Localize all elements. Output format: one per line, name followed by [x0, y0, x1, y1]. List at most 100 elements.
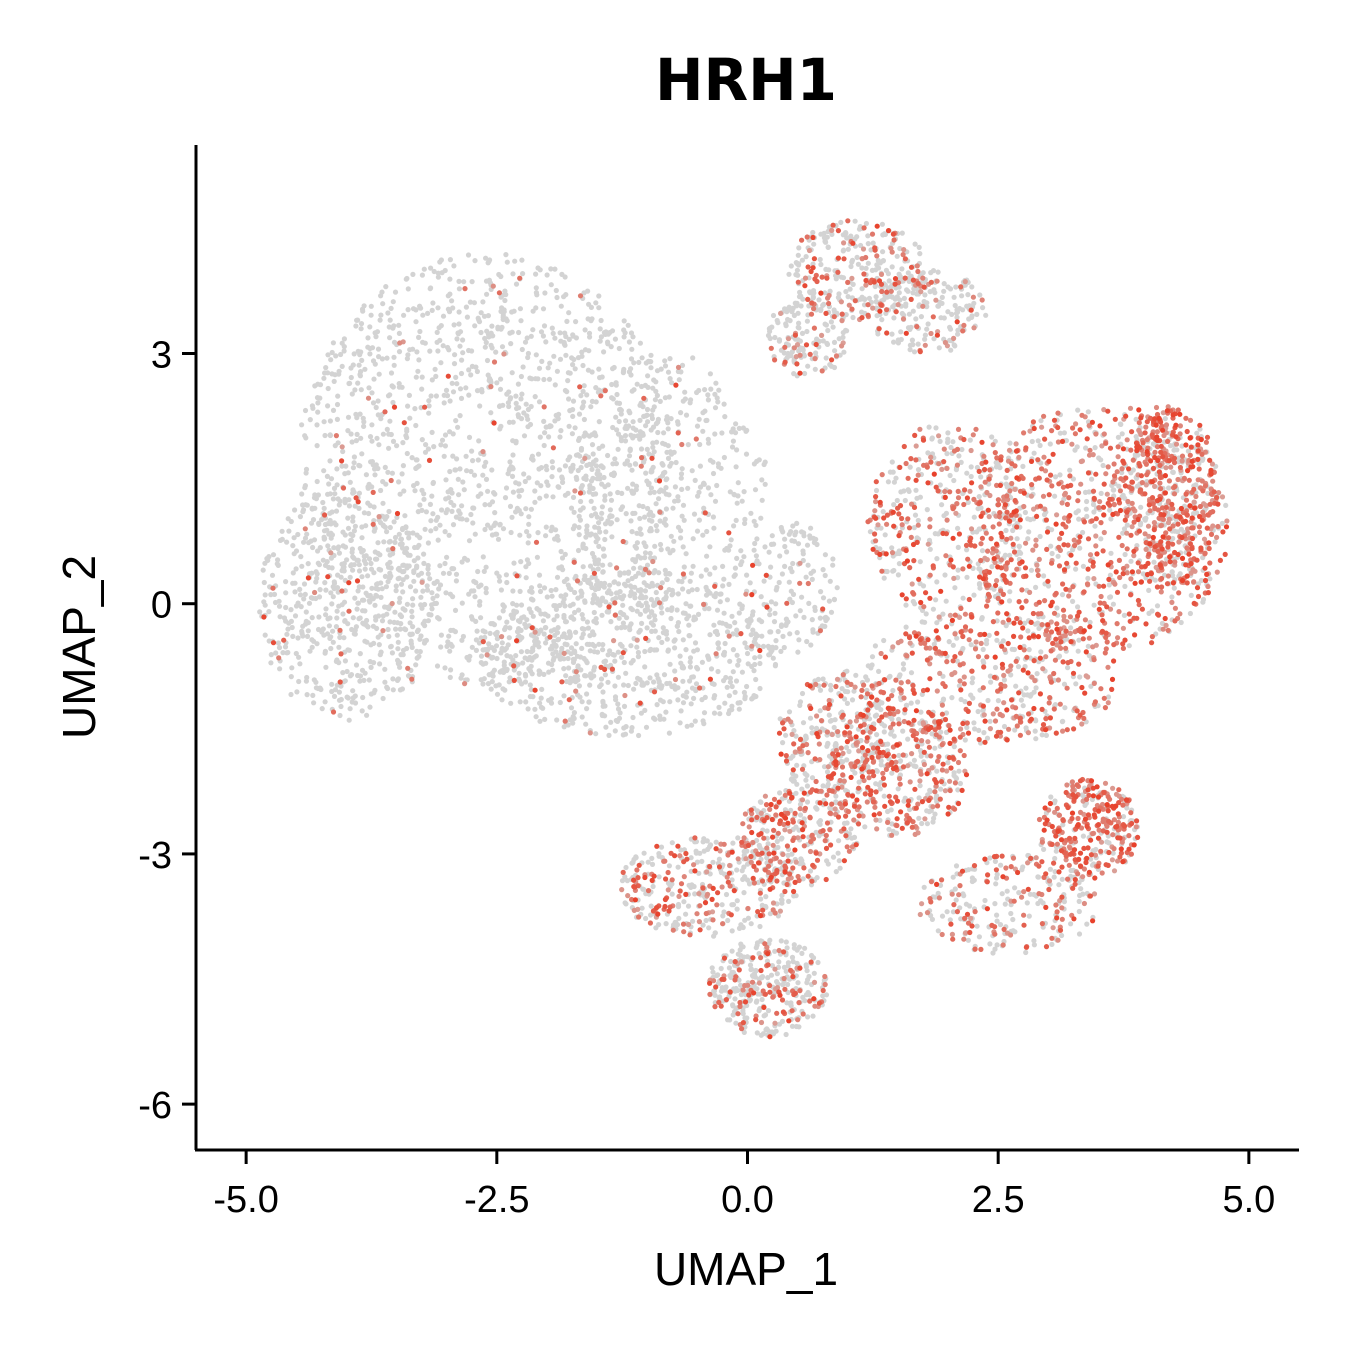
cell-point [600, 689, 606, 695]
cell-point [601, 474, 607, 481]
cell-point [386, 445, 392, 451]
cell-point [1080, 563, 1086, 569]
cell-point [774, 584, 780, 591]
cell-point [573, 319, 579, 325]
cell-point [617, 710, 623, 716]
cell-point [896, 290, 902, 296]
cell-point [697, 463, 704, 469]
cell-point [772, 661, 779, 668]
cell-point [826, 267, 832, 273]
cell-point [429, 429, 435, 435]
cell-point [438, 632, 444, 638]
cell-point [1092, 523, 1098, 529]
cell-point [970, 675, 976, 681]
cell-point [1059, 932, 1065, 939]
cell-point [1196, 460, 1202, 467]
cell-point [542, 716, 548, 723]
cell-point [441, 400, 447, 406]
cell-point [950, 874, 956, 880]
cell-point [488, 525, 494, 531]
cell-point [324, 631, 331, 637]
cell-point [553, 587, 559, 593]
cell-point [1047, 441, 1053, 447]
cell-point [712, 431, 718, 437]
cell-point [451, 322, 457, 328]
cell-point [583, 534, 589, 540]
cell-point [554, 294, 560, 301]
cell-point [941, 288, 947, 294]
cell-point [953, 310, 960, 316]
cell-point [540, 306, 547, 312]
cell-point [519, 391, 525, 397]
cell-point [312, 383, 318, 389]
cell-point [375, 398, 381, 404]
cell-point [610, 396, 616, 402]
cell-point [359, 451, 365, 457]
cell-point [1170, 572, 1176, 579]
cell-point [964, 547, 970, 553]
cell-point [865, 241, 871, 247]
cell-point [889, 821, 895, 827]
cell-point [390, 687, 396, 693]
cell-point [1117, 421, 1123, 427]
cell-point [551, 603, 557, 609]
cell-point [293, 603, 300, 609]
cell-point [915, 517, 921, 524]
cell-point [426, 410, 432, 416]
cell-point [566, 336, 572, 342]
cell-point [610, 424, 616, 431]
cell-point [522, 679, 529, 685]
cell-point [543, 493, 549, 499]
cell-point [908, 324, 914, 330]
cell-point [848, 263, 854, 270]
cell-point [705, 485, 712, 491]
cell-point [1194, 510, 1200, 516]
cell-point [640, 682, 647, 688]
cell-point [653, 501, 659, 507]
cell-point [693, 681, 700, 687]
cell-point [976, 526, 982, 532]
cell-point [897, 672, 903, 678]
cell-point [622, 438, 629, 444]
cell-point [605, 652, 611, 658]
cell-point [521, 410, 527, 416]
cell-point [323, 612, 329, 618]
cell-point [1149, 608, 1155, 614]
cell-point [396, 531, 402, 537]
cell-point [828, 609, 835, 615]
cell-point [435, 305, 441, 311]
cell-point [546, 376, 553, 382]
cell-point [794, 630, 800, 636]
cell-point [395, 639, 401, 645]
cell-point [663, 506, 670, 512]
cell-point [965, 292, 971, 298]
cell-point [895, 337, 901, 343]
cell-point [579, 349, 585, 355]
cell-point [1056, 653, 1063, 659]
cell-point [690, 563, 696, 569]
cell-point [503, 252, 509, 258]
cell-point [310, 544, 316, 551]
cell-point [1035, 874, 1041, 880]
cell-point [524, 529, 530, 535]
cell-point [566, 310, 572, 316]
cell-point [532, 394, 538, 400]
cell-point [613, 697, 619, 703]
cell-point [779, 622, 785, 628]
cell-point [947, 286, 954, 292]
cell-point [945, 309, 951, 315]
cell-point [620, 611, 626, 617]
cell-point [795, 541, 802, 547]
cell-point [795, 252, 801, 258]
cell-point [919, 691, 925, 698]
cell-point [499, 645, 505, 651]
cell-point [950, 909, 957, 915]
cell-point [589, 442, 596, 448]
cell-point [816, 297, 822, 303]
cell-point [789, 851, 795, 857]
cell-point [652, 617, 658, 623]
cell-point [1128, 558, 1134, 564]
cell-point [916, 815, 922, 821]
cell-point [661, 430, 667, 436]
cell-point [969, 284, 975, 290]
